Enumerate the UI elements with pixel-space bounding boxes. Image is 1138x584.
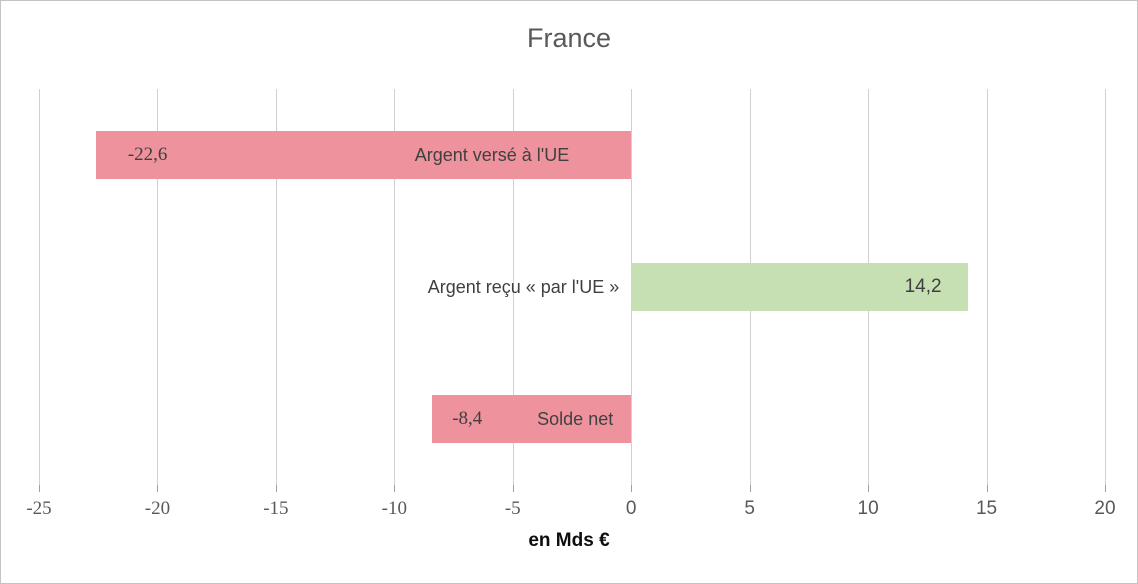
gridline [1105,89,1106,485]
gridline [986,89,988,485]
gridline [157,89,159,485]
bar-0 [95,131,632,179]
x-tick-label: -15 [263,498,289,519]
axis-tick-mark [394,485,396,492]
axis-tick-mark [631,485,633,492]
bar-value-label: -22,6 [127,144,168,165]
gridline [512,89,514,485]
x-tick-label: 10 [857,498,879,519]
x-tick-label: -20 [144,498,171,519]
x-tick-label: 5 [744,498,755,519]
axis-tick-mark [39,485,40,492]
x-axis-label: en Mds € [528,530,610,551]
bar-value-label: 14,2 [904,276,942,297]
category-label: Solde net [537,409,614,429]
x-tick-label: -25 [26,498,52,519]
gridline [39,89,40,485]
axis-tick-mark [1105,485,1106,492]
x-tick-label: 15 [975,498,998,519]
axis-tick-mark [275,485,277,492]
x-tick-label: -5 [504,498,521,519]
category-label: Argent reçu « par l'UE » [427,277,620,297]
category-label: Argent versé à l'UE [414,145,570,165]
x-tick-label: -10 [381,498,407,519]
bar-2 [432,395,632,443]
axis-tick-mark [512,485,514,492]
bar-1 [631,263,968,311]
gridline [394,89,396,485]
x-tick-label: 0 [625,498,637,519]
axis-tick-mark [157,485,159,492]
axis-tick-mark [749,485,751,492]
axis-tick-mark [986,485,988,492]
axis-tick-mark [868,485,870,492]
bar-value-label: -8,4 [452,408,483,429]
gridline [275,89,277,485]
x-tick-label: 20 [1094,498,1116,519]
chart-title: France [526,23,612,53]
